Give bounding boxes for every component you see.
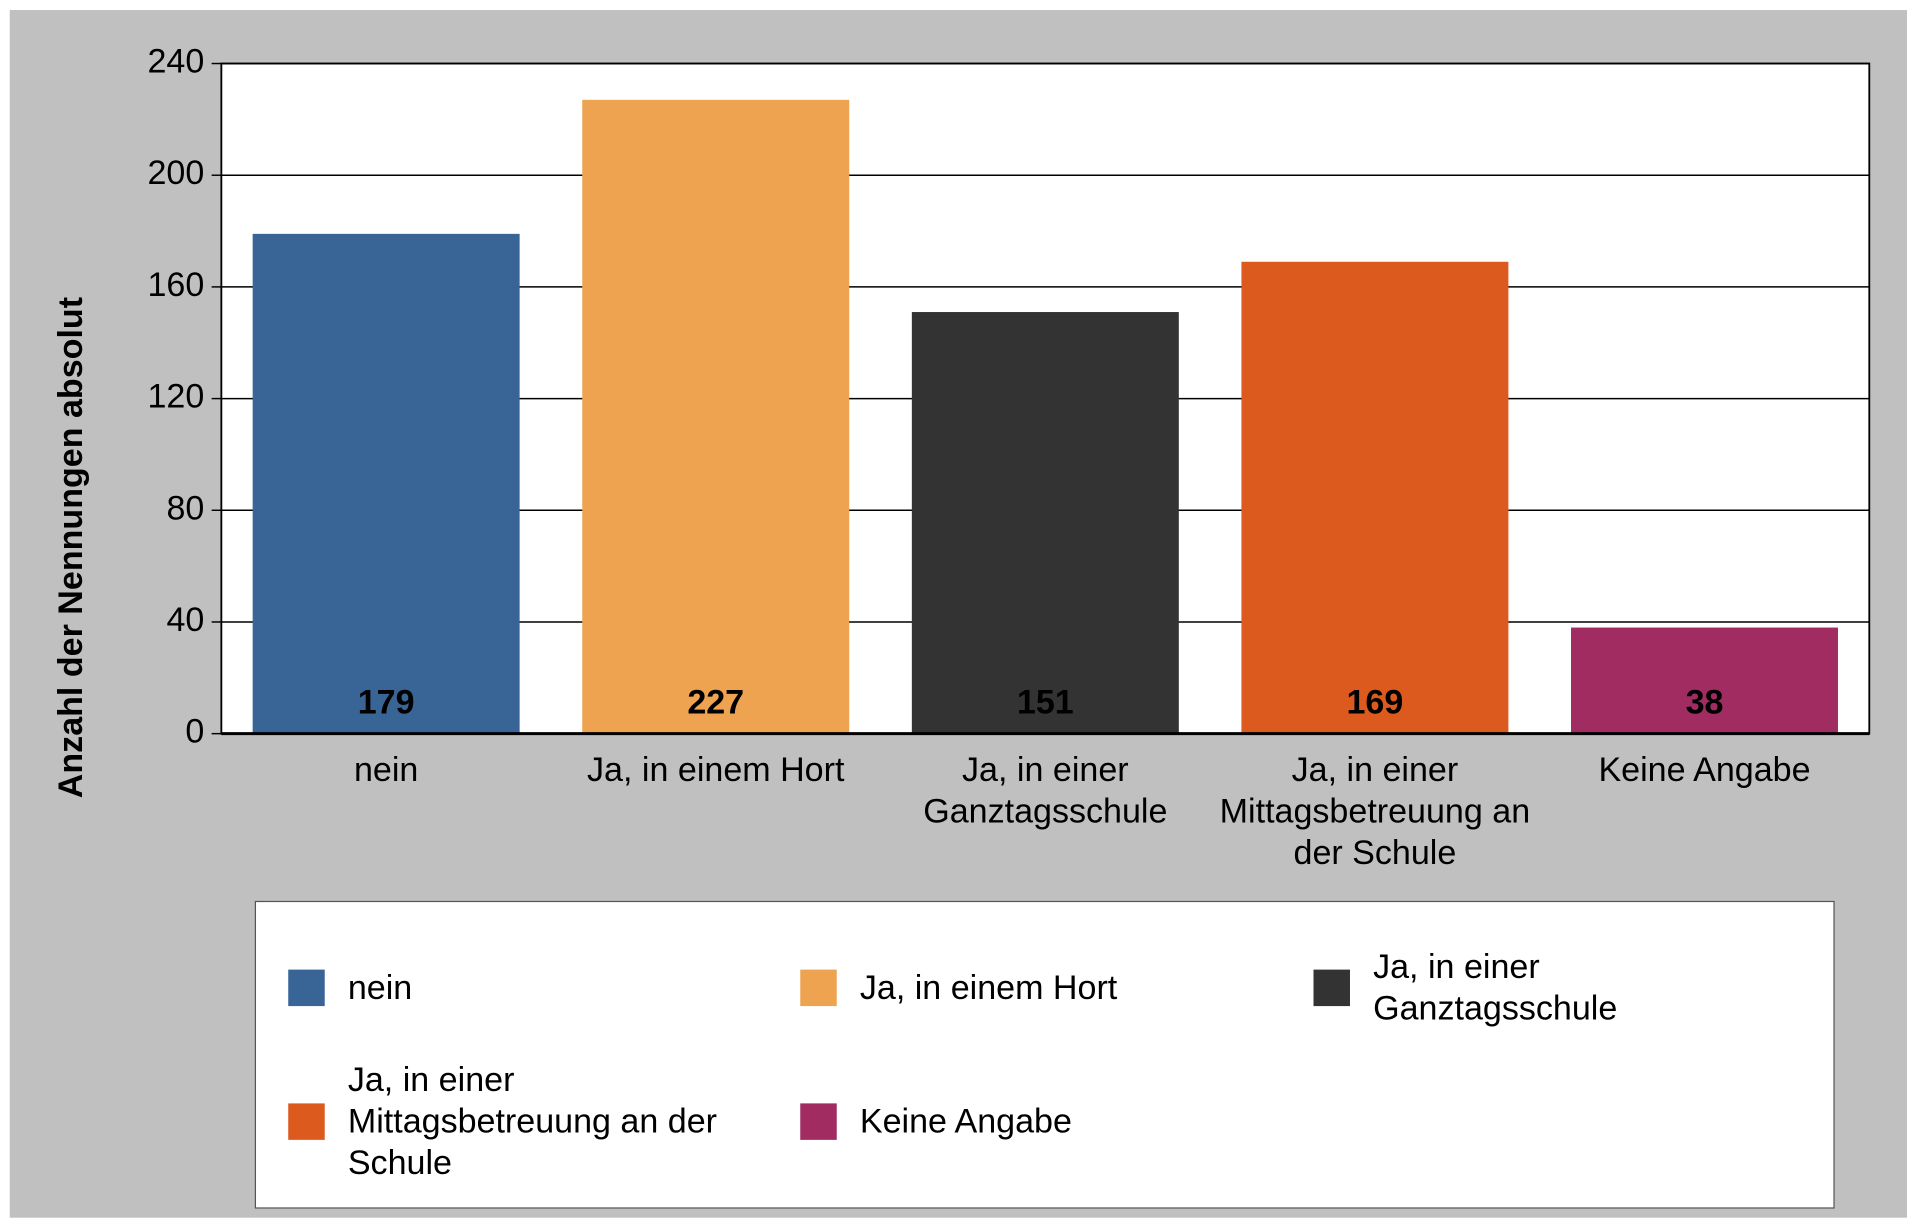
bar: [911, 312, 1179, 734]
legend-label-box: Ja, in einem Hort: [859, 968, 1118, 1007]
bar: [582, 99, 850, 734]
legend-swatch: [288, 969, 325, 1007]
legend-label-box: Ja, in einer Mittagsbetreuung an der Sch…: [347, 1060, 717, 1182]
legend-swatch: [800, 1103, 837, 1140]
value-label: 227: [687, 683, 744, 721]
y-axis-title: Anzahl der Nennungen absolut: [52, 297, 90, 798]
legend-label-box: nein: [347, 968, 413, 1007]
x-tick-label-box: nein: [353, 750, 419, 789]
value-label: 169: [1347, 683, 1404, 721]
legend-swatch: [1313, 969, 1350, 1007]
x-tick-label-box: Ja, in einem Hort: [587, 750, 845, 789]
legend-swatch: [800, 969, 837, 1007]
y-tick-label: 160: [148, 266, 205, 304]
legend-label: Ja, in einer Ganztagsschule: [1373, 947, 1618, 1027]
legend-label-box: Keine Angabe: [859, 1102, 1072, 1140]
y-tick-label: 40: [166, 601, 204, 639]
x-tick-label: Ja, in einem Hort: [587, 750, 845, 789]
value-label: 38: [1686, 683, 1724, 721]
x-tick-label: Keine Angabe: [1598, 750, 1811, 789]
legend-label: nein: [347, 968, 413, 1007]
legend-label-box: Ja, in einer Ganztagsschule: [1373, 947, 1618, 1027]
bar: [1241, 261, 1509, 734]
x-tick-label-box: Ja, in einer Ganztagsschule: [923, 750, 1168, 830]
value-label: 151: [1017, 683, 1074, 721]
y-tick-label: 120: [148, 378, 205, 416]
y-tick-label: 240: [148, 43, 205, 81]
y-tick-label: 200: [148, 154, 205, 192]
x-tick-label: Ja, in einer Mittagsbetreuung an der Sch…: [1219, 750, 1531, 872]
x-tick-label: nein: [353, 750, 419, 789]
legend-label: Ja, in einer Mittagsbetreuung an der Sch…: [347, 1060, 717, 1182]
y-tick-label: 0: [185, 713, 204, 751]
x-tick-label: Ja, in einer Ganztagsschule: [923, 750, 1168, 830]
value-label: 179: [358, 683, 415, 721]
legend-label: Keine Angabe: [859, 1102, 1072, 1140]
bar: [252, 233, 520, 734]
bar: [1571, 627, 1838, 734]
legend-box: [254, 900, 1835, 1209]
x-tick-label-box: Keine Angabe: [1598, 750, 1811, 789]
legend-label: Ja, in einem Hort: [859, 968, 1118, 1007]
y-tick-label: 80: [166, 489, 204, 527]
legend-swatch: [288, 1103, 325, 1140]
x-tick-label-box: Ja, in einer Mittagsbetreuung an der Sch…: [1219, 750, 1531, 872]
